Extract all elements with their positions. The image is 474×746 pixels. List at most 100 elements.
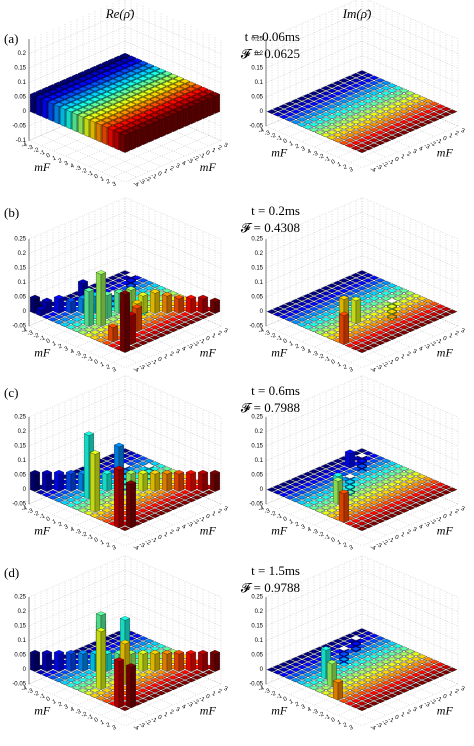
bar-face [149,324,161,330]
bar-face [131,115,143,120]
bar-face [308,96,320,101]
bar-face [197,86,209,92]
z-tick-label: 0.2 [18,251,27,257]
bar-face [131,94,143,100]
bar [416,122,428,127]
bar [404,96,416,101]
bar-face [350,130,362,135]
y-tick-label: 1 [448,333,454,340]
bar-face [149,319,161,325]
bar-face [137,330,149,335]
z-tick-label: 0.1 [18,458,27,464]
bar-face [119,125,131,131]
bar [368,301,380,307]
bar-face [302,304,314,309]
bar [374,119,386,125]
bar-face [149,461,161,466]
bar-face [338,135,350,140]
bar [314,130,326,135]
bar-face [59,311,71,317]
z-tick-label: -0.05 [249,124,263,130]
z-tick-label: 0.2 [18,51,27,57]
bar-face [142,125,148,146]
bar-face [178,296,184,314]
bar [137,461,149,466]
bar [410,109,422,114]
bar-face [398,119,410,125]
bar-face [272,111,284,117]
bar-face [137,91,149,97]
bar [296,122,308,127]
bar [47,311,59,317]
bar-face [184,107,190,127]
bar [368,106,380,112]
bar [83,327,95,333]
bar-face [320,311,332,317]
bar-face [83,332,95,338]
bar-face [374,298,386,304]
bar-face [326,135,338,140]
bar [362,345,374,351]
bar-face [302,98,314,104]
bar-face [386,109,398,114]
bar-face [155,322,167,327]
bar-face [362,283,374,288]
bar [356,322,368,327]
bar [308,106,320,112]
x-tick-label: -3 [27,144,35,152]
bar [326,88,338,94]
bar-face [96,272,102,327]
bar-face [190,104,196,125]
bar [368,332,380,338]
bar [155,463,167,469]
bar-face [386,319,398,325]
bar-face [125,55,137,61]
bar [362,93,374,99]
bar-face [380,80,392,86]
y-tick-label: 2 [454,131,460,138]
bar-face [107,99,119,105]
bar-face [374,314,386,320]
bar-face [368,311,380,317]
bar-face [42,99,48,120]
bar-face [131,110,143,115]
bar-face [356,111,368,117]
bar-face [428,306,440,312]
bar [65,293,77,299]
bar-face [173,107,185,113]
bar-face [422,319,434,325]
bar-face [380,122,392,127]
bar-face [284,106,296,112]
bar-face [155,68,167,74]
bar [314,293,326,299]
bar-face [161,86,173,92]
bar-face [107,275,119,281]
bar-face [167,73,179,79]
bar-face [53,319,65,325]
bar [356,85,368,91]
bar-face [119,130,131,136]
bar [356,101,368,107]
bar-face [48,101,54,122]
bar-face [404,317,416,322]
bar-face [119,78,131,84]
bar-face [65,314,77,320]
bar [380,132,392,138]
bar-face [362,130,374,135]
bar-face [356,106,368,112]
bar-face [410,304,422,309]
panel-label: (c) [4,385,18,400]
bar-face [77,102,89,107]
bar-face [326,293,338,299]
bar [350,272,362,278]
bar-face [356,322,368,327]
bar-face [302,309,314,314]
bar-face [53,86,65,92]
bar [302,314,314,320]
y-tick-label: -1 [150,173,158,181]
bar [296,117,308,122]
bar [392,106,404,112]
bar-face [290,319,302,325]
bar-face [398,124,410,130]
bar-face [416,96,428,101]
